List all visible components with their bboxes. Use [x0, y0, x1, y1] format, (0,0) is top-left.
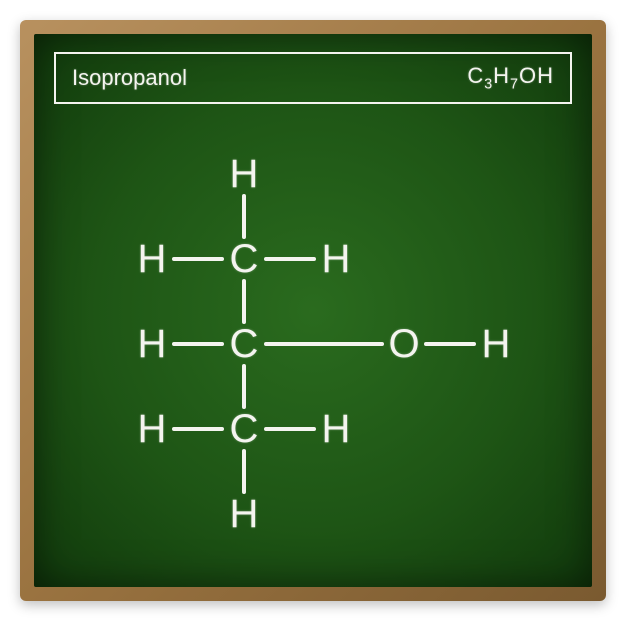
atom-h: H: [322, 239, 351, 279]
atom-h: H: [138, 409, 167, 449]
bond: [264, 342, 384, 346]
chalkboard: Isopropanol C3H7OH H H C H H C O H H C H H: [34, 34, 592, 587]
atom-h: H: [230, 494, 259, 534]
atom-h: H: [322, 409, 351, 449]
bond: [264, 257, 316, 261]
atom-h: H: [482, 324, 511, 364]
bond: [242, 449, 246, 494]
chalkboard-frame: Isopropanol C3H7OH H H C H H C O H H C H H: [20, 20, 606, 601]
bond: [242, 364, 246, 409]
compound-formula: C3H7OH: [467, 63, 554, 92]
compound-name: Isopropanol: [72, 65, 187, 91]
bond: [242, 194, 246, 239]
bond: [172, 257, 224, 261]
atom-h: H: [230, 154, 259, 194]
bond: [264, 427, 316, 431]
structural-formula: H H C H H C O H H C H H: [34, 124, 592, 587]
bond: [172, 427, 224, 431]
bond: [424, 342, 476, 346]
bond: [172, 342, 224, 346]
title-box: Isopropanol C3H7OH: [54, 52, 572, 104]
bond: [242, 279, 246, 324]
atom-h: H: [138, 239, 167, 279]
atom-c: C: [230, 239, 259, 279]
atom-c: C: [230, 409, 259, 449]
atom-c: C: [230, 324, 259, 364]
atom-h: H: [138, 324, 167, 364]
atom-o: O: [388, 324, 419, 364]
